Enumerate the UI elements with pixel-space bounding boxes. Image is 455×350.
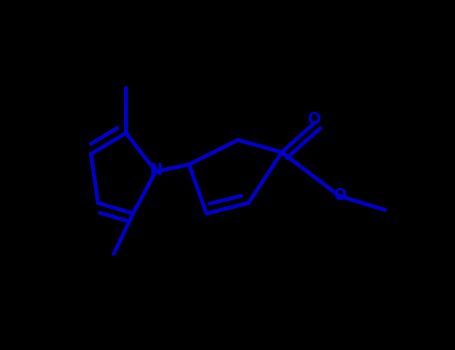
Text: O: O <box>307 112 320 126</box>
Text: O: O <box>334 188 347 203</box>
Text: N: N <box>150 163 162 178</box>
